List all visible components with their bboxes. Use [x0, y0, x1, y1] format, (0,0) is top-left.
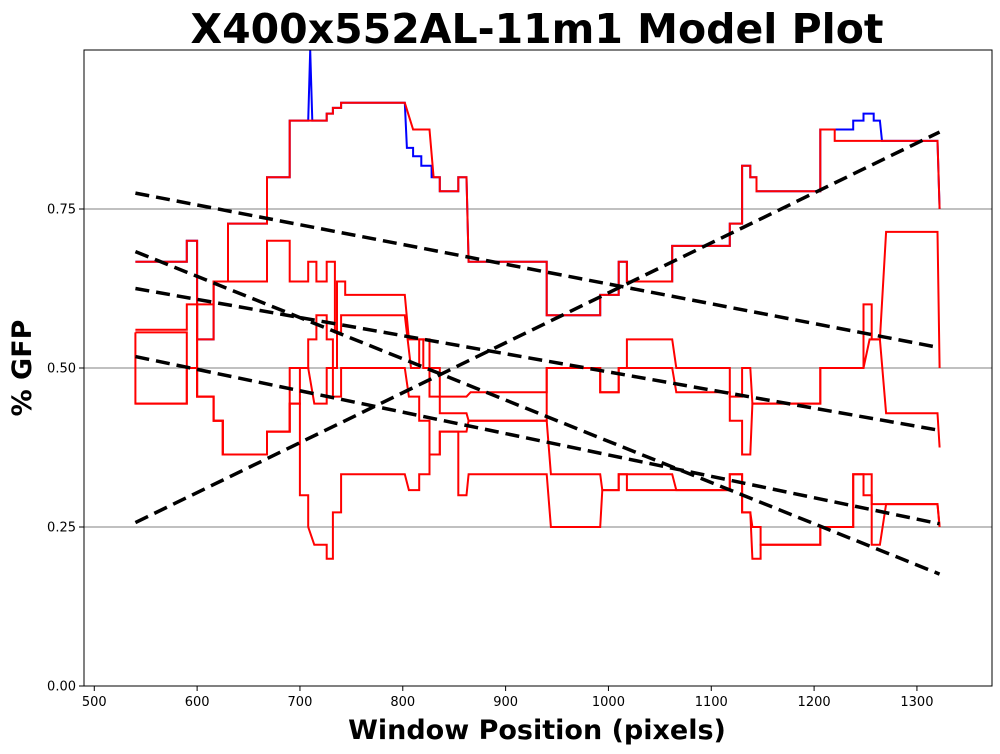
- y-axis-label: % GFP: [7, 320, 38, 417]
- x-tick-label: 800: [390, 695, 415, 710]
- x-tick-label: 1200: [798, 695, 831, 710]
- fit-line-1: [135, 191, 940, 350]
- y-tick-label: 0.75: [47, 203, 76, 218]
- x-tick-label: 900: [493, 695, 518, 710]
- chart-title: X400x552AL-11m1 Model Plot: [191, 5, 884, 53]
- x-tick-label: 600: [185, 695, 210, 710]
- y-tick-label: 0.50: [47, 362, 76, 377]
- fit-line-3: [135, 286, 940, 433]
- y-axis-ticks: 0.00 0.25 0.50 0.75: [47, 203, 84, 695]
- series-line-6: [134, 332, 941, 546]
- x-tick-label: 1100: [695, 695, 728, 710]
- fit-line-4: [135, 354, 940, 526]
- fit-lines: [134, 130, 941, 576]
- x-tick-label: 1300: [900, 695, 933, 710]
- fit-line-2: [134, 249, 941, 576]
- y-tick-label: 0.25: [47, 521, 76, 536]
- fit-line-5: [134, 130, 941, 525]
- x-axis-label: Window Position (pixels): [348, 715, 726, 746]
- x-tick-label: 1000: [592, 695, 625, 710]
- series-line-2: [135, 101, 941, 341]
- x-tick-label: 700: [288, 695, 313, 710]
- x-tick-label: 500: [82, 695, 107, 710]
- x-axis-ticks: 500 600 700 800 900 1000 1100 1200 1300: [82, 686, 933, 710]
- y-tick-label: 0.00: [47, 680, 76, 695]
